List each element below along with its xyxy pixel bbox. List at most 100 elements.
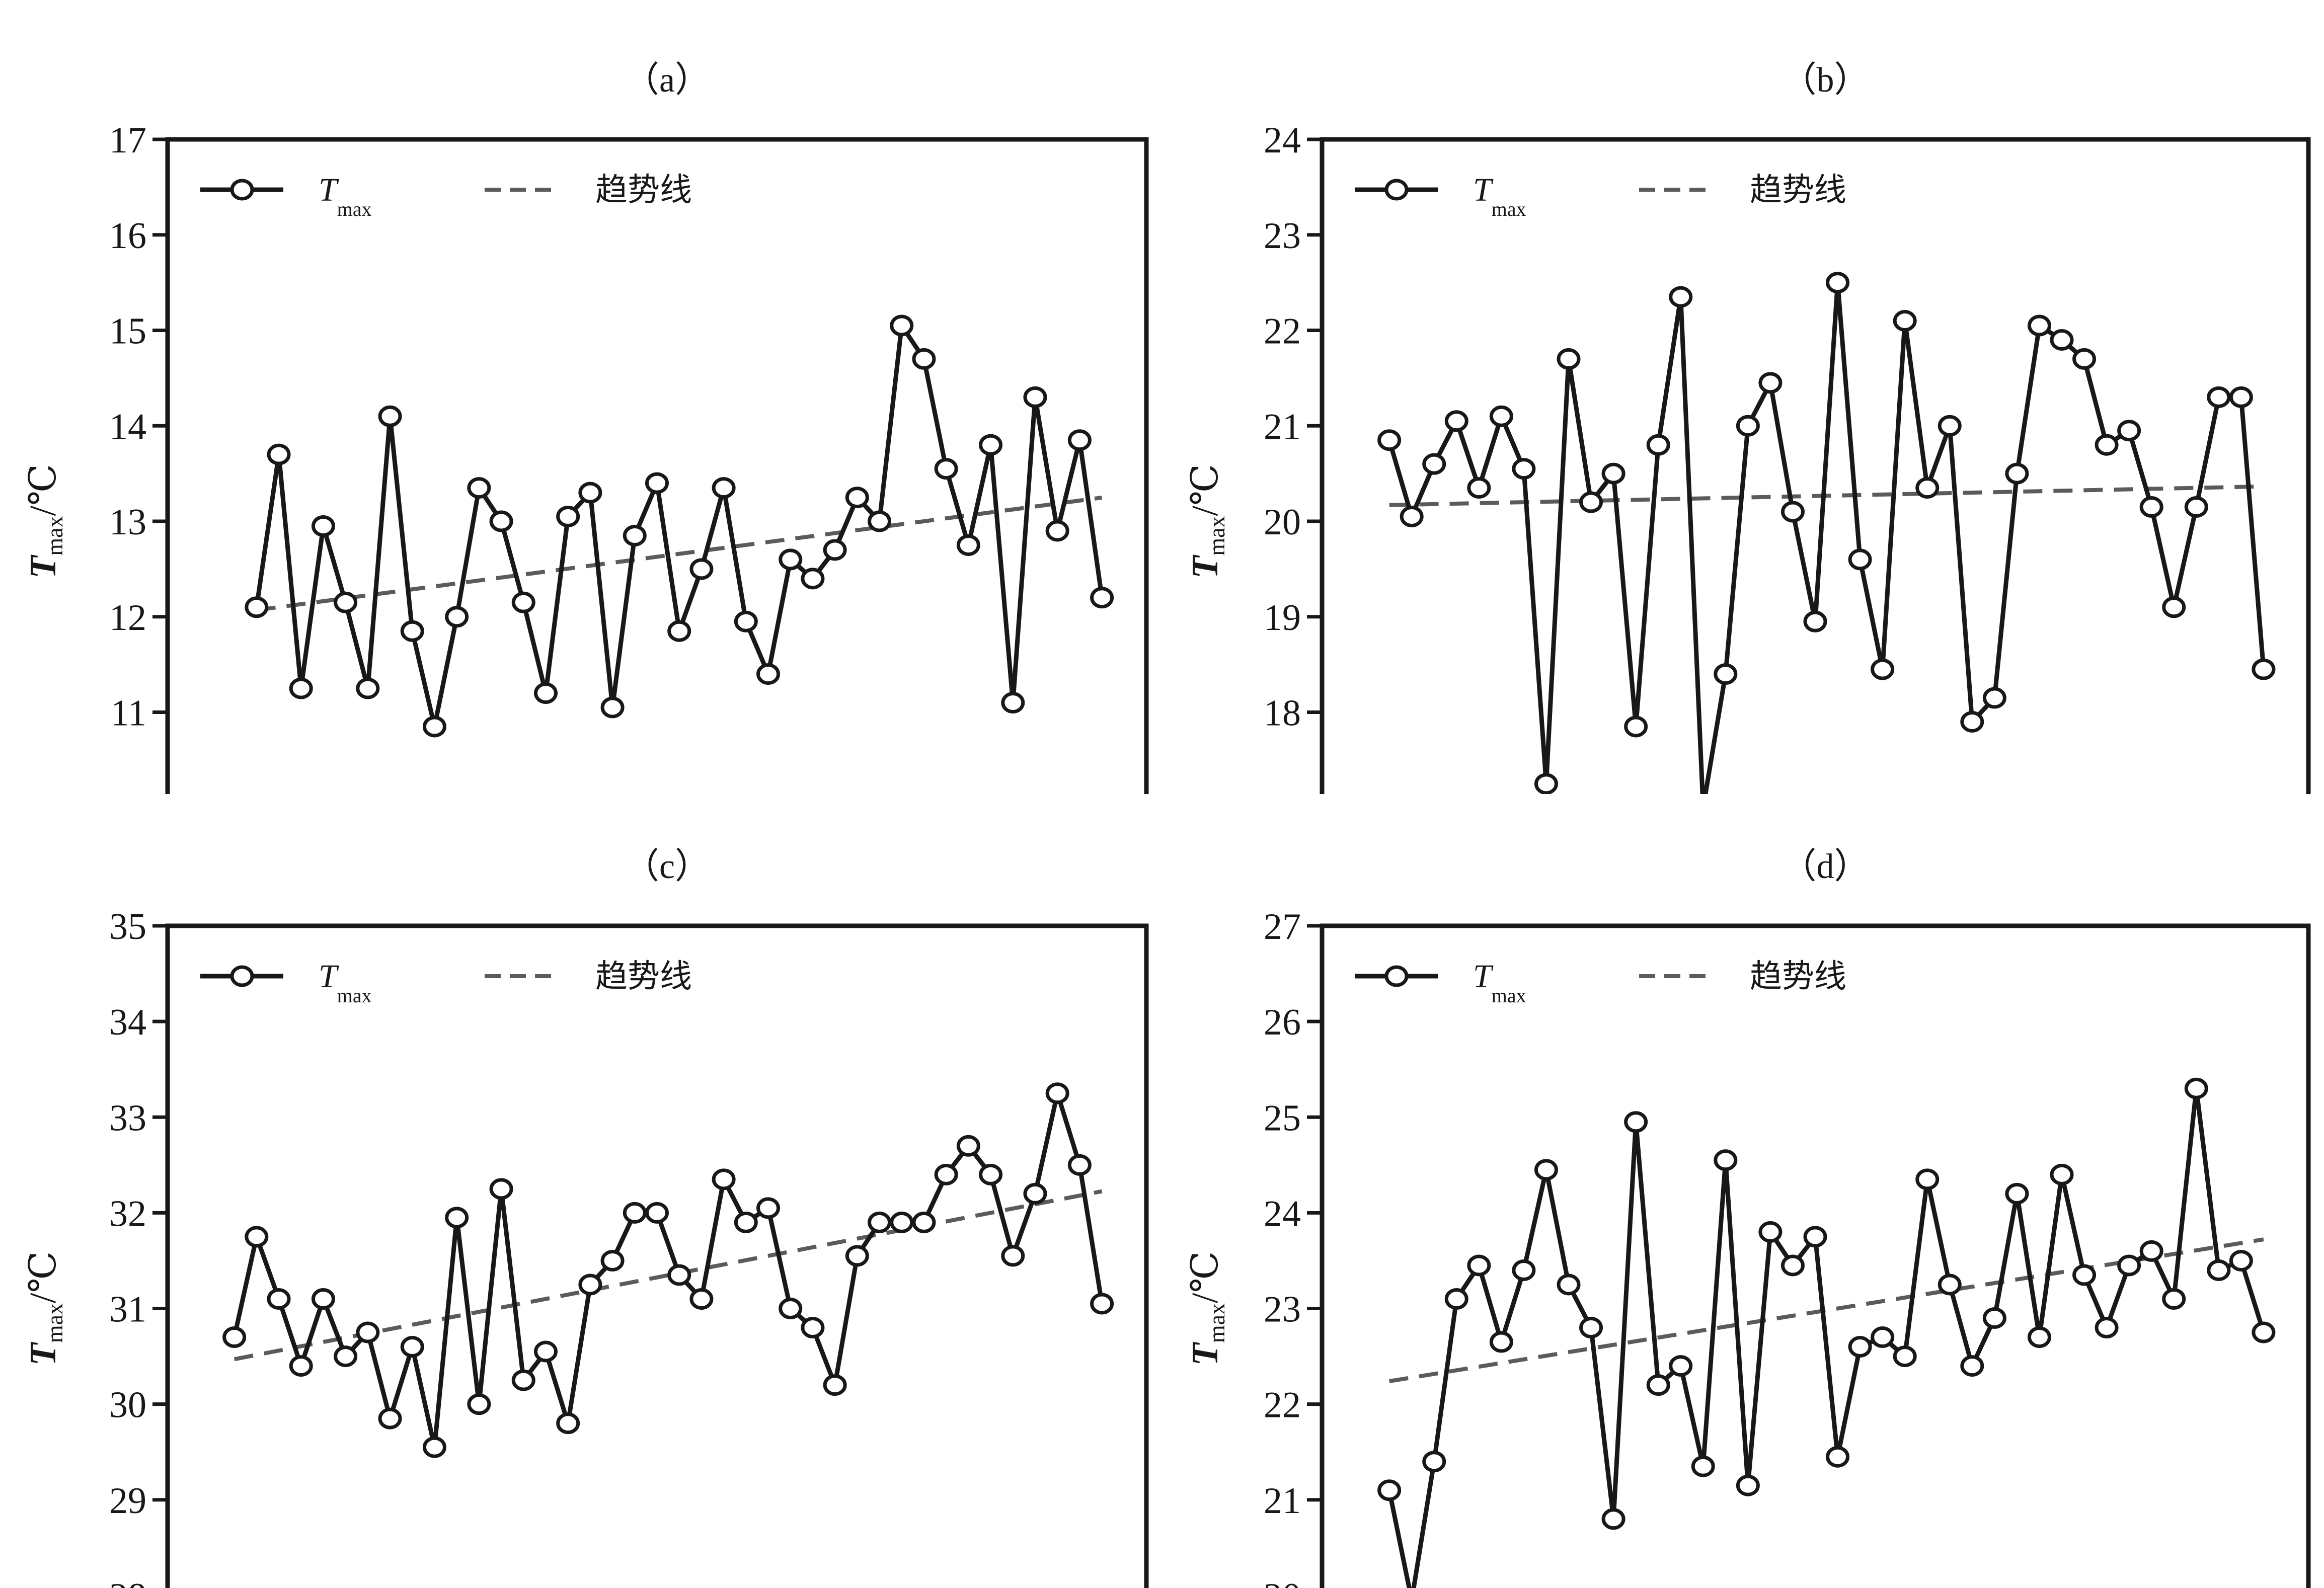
y-tick-label: 11	[111, 693, 146, 734]
legend-tmax-label: Tmax	[1473, 958, 1526, 1007]
data-point-1989	[1489, 1331, 1513, 1353]
legend-tmax-sub: max	[1492, 984, 1526, 1007]
data-point-2010	[1960, 710, 1984, 733]
data-point-2015	[2072, 348, 2097, 370]
data-point-2013	[2027, 1326, 2051, 1348]
data-point-2004	[1826, 1446, 1850, 1468]
data-point-2010	[1960, 1355, 1984, 1377]
data-point-1986	[267, 1288, 291, 1310]
data-point-2005	[689, 558, 714, 580]
y-axis-label: Tmax/℃	[1185, 464, 1229, 579]
data-point-2019	[2162, 596, 2186, 618]
data-point-1998	[533, 1340, 558, 1363]
y-tick-label: 30	[109, 1385, 146, 1426]
data-point-2014	[890, 314, 914, 337]
y-axis-label: Tmax/℃	[1185, 1251, 1229, 1366]
data-point-1986	[1422, 453, 1446, 475]
legend-tmax-label: Tmax	[319, 172, 372, 220]
data-point-1990	[1512, 1259, 1536, 1281]
data-point-1990	[1512, 458, 1536, 480]
y-axis-label-main: T	[1185, 1341, 1226, 1366]
data-point-1997	[511, 1369, 535, 1391]
data-point-2008	[756, 1197, 781, 1219]
data-point-1998	[1691, 1455, 1715, 1477]
data-point-2011	[823, 1374, 847, 1396]
y-tick-label: 15	[109, 311, 146, 352]
legend-trend-label: 趋势线	[1750, 958, 1846, 995]
plot-frame	[165, 923, 1149, 1588]
data-point-2007	[1893, 310, 1917, 332]
data-point-1993	[422, 716, 446, 738]
legend-tmax-sub: max	[337, 198, 372, 220]
data-point-2021	[2207, 386, 2231, 408]
y-tick-label: 21	[1264, 406, 1301, 447]
data-point-2018	[2139, 1240, 2163, 1262]
data-point-2004	[667, 620, 691, 642]
data-point-2005	[1848, 1336, 1872, 1358]
data-point-1995	[467, 477, 491, 499]
data-point-2000	[1736, 1474, 1760, 1496]
y-axis-label-sub: max	[1204, 1303, 1229, 1343]
data-point-2019	[2162, 1288, 2186, 1310]
y-axis-label-main: T	[23, 554, 64, 579]
y-tick-label: 13	[109, 502, 146, 543]
data-point-2016	[934, 1163, 958, 1185]
data-point-1989	[334, 1345, 358, 1368]
legend-tmax-main: T	[1473, 958, 1494, 995]
y-tick-label: 27	[1264, 906, 1301, 947]
y-axis-label-main: T	[1185, 554, 1226, 579]
data-point-1995	[1624, 1111, 1648, 1133]
y-tick-label: 33	[109, 1097, 146, 1139]
y-tick-label: 35	[109, 906, 146, 947]
data-point-2001	[600, 1249, 625, 1272]
legend-tmax-main: T	[1473, 172, 1494, 208]
data-point-2015	[912, 348, 936, 370]
data-point-2007	[734, 1211, 758, 1233]
data-point-2001	[1758, 372, 1783, 394]
data-point-2010	[801, 568, 825, 590]
data-point-1986	[267, 443, 291, 465]
data-point-1993	[1579, 1317, 1603, 1339]
chart-c-svg: （c）2728293031323334351985199019952000200…	[23, 847, 1149, 1588]
data-point-1988	[1467, 477, 1491, 499]
series-line-tmax	[1387, 1088, 2266, 1588]
data-point-1991	[1534, 773, 1558, 794]
data-point-2020	[1023, 1182, 1047, 1205]
data-point-2021	[1045, 520, 1069, 542]
y-axis-label-unit: /℃	[1185, 1251, 1226, 1303]
y-tick-label: 23	[1264, 1289, 1301, 1330]
data-point-1997	[1669, 286, 1693, 308]
data-point-1990	[356, 1321, 380, 1343]
y-tick-label: 16	[109, 215, 146, 257]
y-tick-label: 17	[109, 120, 146, 161]
data-point-1986	[1422, 1451, 1446, 1473]
data-point-2005	[689, 1288, 714, 1310]
data-point-2003	[1803, 610, 1827, 632]
data-point-1998	[533, 682, 558, 704]
data-point-1993	[422, 1436, 446, 1458]
y-axis-label-unit: /℃	[23, 464, 64, 516]
data-point-2017	[2117, 1254, 2141, 1277]
data-point-2006	[1871, 1326, 1895, 1348]
chart-panel-a: （a）9101112131415161719851990199520002005…	[0, 0, 1162, 794]
data-point-2014	[2050, 1163, 2074, 1185]
data-point-1994	[445, 606, 469, 628]
data-point-2004	[667, 1264, 691, 1286]
data-point-2012	[2005, 1182, 2029, 1205]
panel-title: （b）	[1781, 61, 1870, 100]
y-tick-label: 20	[1264, 502, 1301, 543]
data-point-2021	[2207, 1259, 2231, 1281]
data-point-2013	[2027, 314, 2051, 337]
y-tick-label: 24	[1264, 1193, 1301, 1234]
data-point-2006	[1871, 658, 1895, 680]
data-point-2012	[845, 1245, 869, 1267]
data-point-2017	[2117, 420, 2141, 442]
data-point-2011	[1982, 687, 2006, 709]
data-point-1992	[400, 1336, 424, 1358]
data-point-2005	[1848, 548, 1872, 571]
data-point-2013	[868, 510, 892, 532]
data-point-2022	[2229, 1249, 2253, 1272]
data-point-2002	[623, 1202, 647, 1224]
data-point-2011	[1982, 1307, 2006, 1329]
data-point-1985	[1400, 506, 1424, 528]
